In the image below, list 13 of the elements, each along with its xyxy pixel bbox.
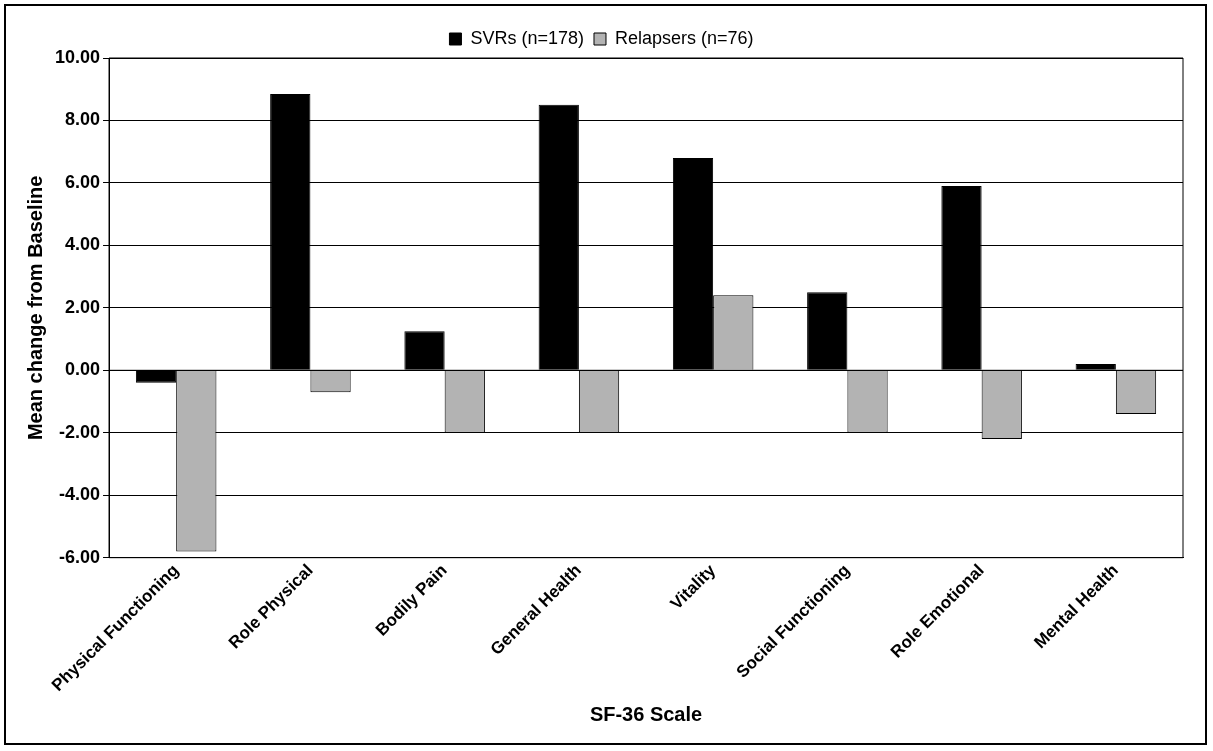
y-tick-label: 2.00 xyxy=(65,296,101,317)
legend-label: Relapsers (n=76) xyxy=(614,27,754,48)
y-tick-label: 10.00 xyxy=(55,46,101,67)
y-tick-label: 0.00 xyxy=(65,359,101,380)
y-tick-label: 8.00 xyxy=(65,109,101,130)
y-tick-label: -4.00 xyxy=(59,484,101,505)
y-tick-label: -6.00 xyxy=(59,546,101,567)
legend-label: SVRs (n=178) xyxy=(470,27,584,48)
x-axis-title: SF-36 Scale xyxy=(589,702,703,725)
y-tick-label: 4.00 xyxy=(65,234,101,255)
y-axis-title: Mean change from Baseline xyxy=(23,175,46,441)
y-tick-label: 6.00 xyxy=(65,171,101,192)
y-tick-label: -2.00 xyxy=(59,421,101,442)
